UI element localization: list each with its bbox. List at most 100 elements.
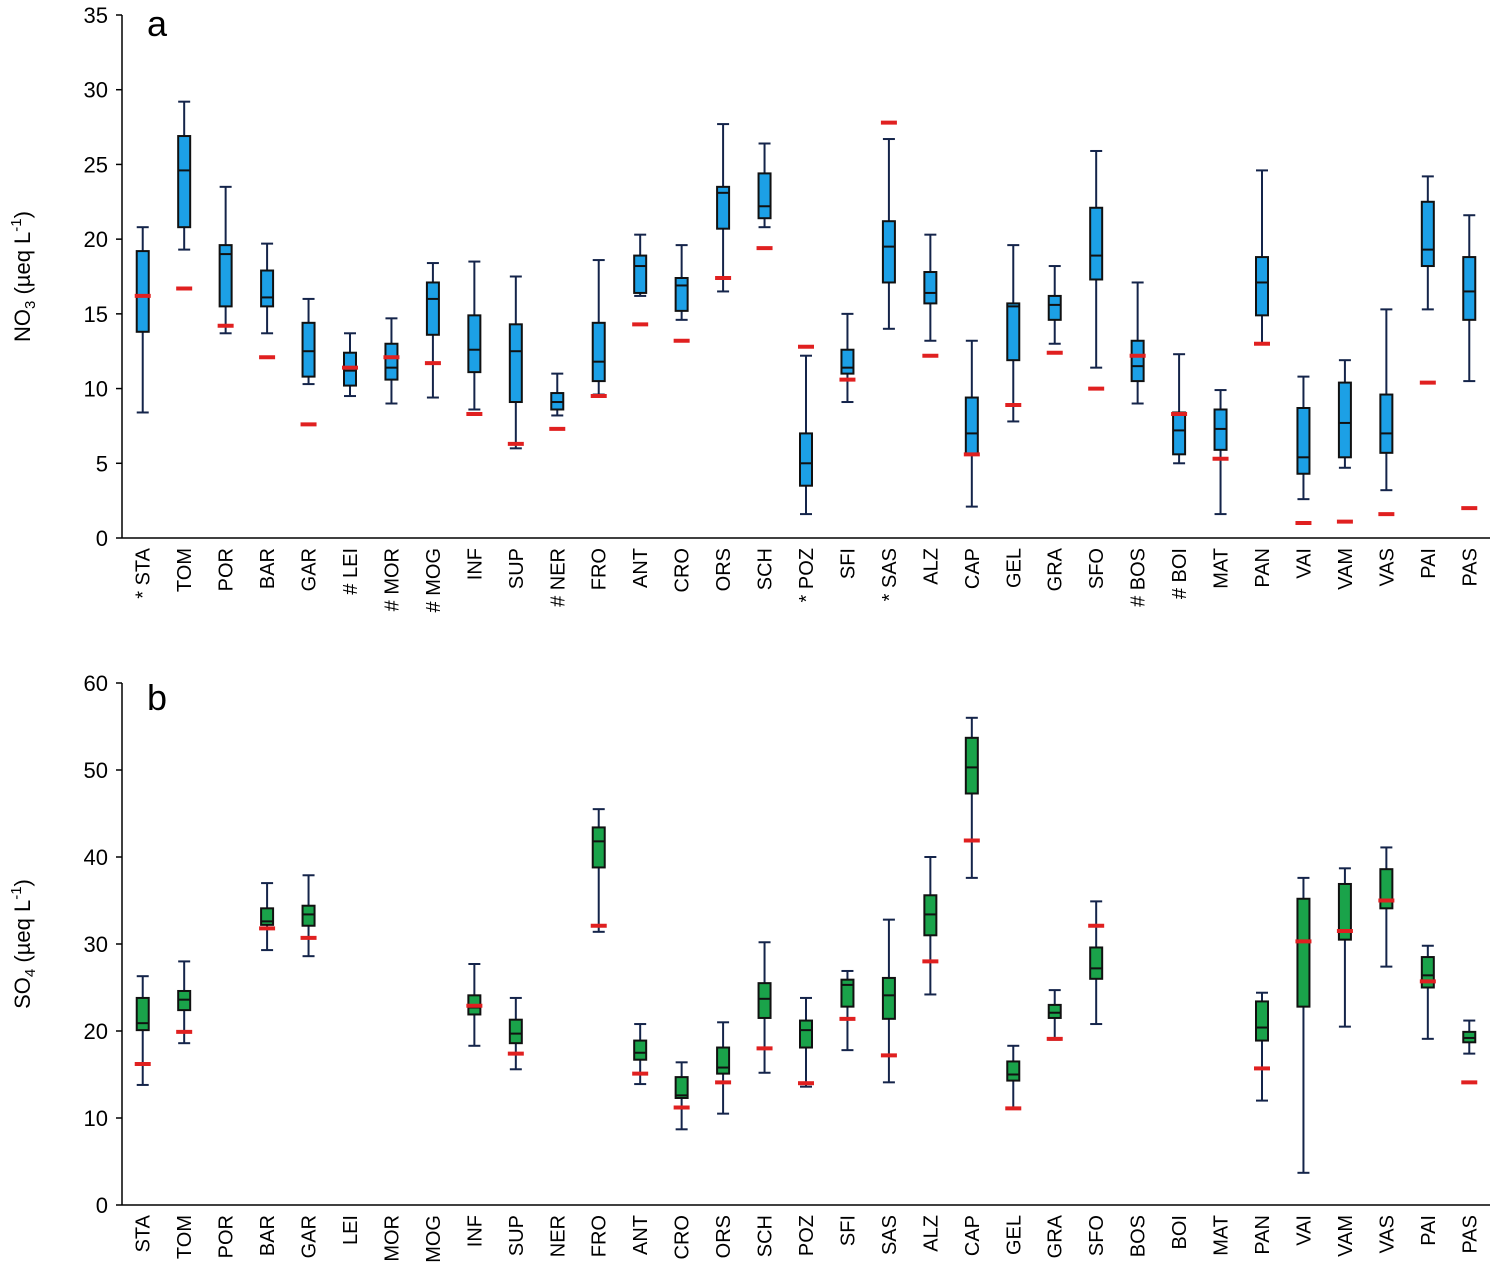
category-label: PAS: [1459, 548, 1481, 587]
box-INF: [466, 963, 483, 1047]
iqr-box: [840, 348, 855, 375]
box-SUP: [507, 996, 524, 1071]
category-label: PAI: [1418, 548, 1440, 579]
iqr-box: [1462, 256, 1477, 321]
category-label: SFO: [1086, 548, 1108, 589]
box-CAP: [963, 339, 980, 508]
box-GAR: [300, 874, 317, 958]
box-SFI: [839, 969, 856, 1052]
box-SAS: [880, 918, 897, 1084]
category-label: CAP: [962, 548, 984, 589]
iqr-box: [1006, 1060, 1021, 1082]
panel-b-so4-chart: 0 10 20 30 40 50 60 b SO4 (µeq L-1) STA TOM POR BAR G…: [8, 671, 1490, 1263]
box-STA: [134, 226, 151, 414]
category-label: SFO: [1086, 1215, 1108, 1256]
iqr-box: [1255, 1000, 1269, 1042]
iqr-box: [1089, 946, 1104, 980]
iqr-box: [633, 1039, 648, 1061]
iqr-box: [799, 1019, 813, 1049]
category-label: MAT: [1211, 548, 1233, 589]
box-MOG: [424, 262, 441, 399]
box-INF: [466, 260, 483, 416]
box-SUP: [507, 275, 524, 450]
category-label: GRA: [1045, 1214, 1067, 1258]
y-tick-label: 50: [84, 758, 108, 783]
category-label: ORS: [713, 548, 735, 591]
iqr-box: [425, 281, 440, 336]
iqr-box: [716, 185, 731, 230]
category-label: PAN: [1252, 548, 1274, 588]
category-label: CRO: [672, 548, 694, 592]
box-NER: [549, 372, 566, 431]
category-label: VAI: [1293, 548, 1315, 579]
box-BAR: [259, 882, 276, 952]
category-label: SFI: [837, 548, 859, 579]
panel-letter: a: [147, 3, 168, 44]
iqr-box: [1255, 256, 1269, 317]
category-label: POR: [216, 1215, 238, 1258]
box-TOM: [176, 960, 193, 1045]
iqr-box: [633, 254, 648, 294]
iqr-box: [757, 982, 772, 1019]
y-tick-label: 20: [84, 227, 108, 252]
iqr-box: [1089, 206, 1104, 281]
box-BOI: [1171, 353, 1188, 465]
category-label: TOM: [174, 548, 196, 592]
iqr-box: [964, 396, 979, 456]
iqr-box: [840, 978, 855, 1008]
box-PAN: [1254, 991, 1270, 1102]
iqr-box: [508, 323, 523, 404]
box-ALZ: [922, 233, 939, 358]
box-ORS: [715, 1021, 732, 1115]
iqr-box: [301, 321, 316, 378]
y-tick-label: 35: [84, 3, 108, 28]
category-label: # NER: [547, 548, 569, 607]
y-axis-title-part: NO: [10, 309, 35, 342]
y-axis-title-part: 3: [22, 301, 39, 309]
y-tick-label: 15: [84, 302, 108, 327]
category-label: MAT: [1211, 1215, 1233, 1256]
box-GEL: [1005, 244, 1022, 423]
category-label: # MOR: [381, 548, 403, 611]
panel-letter: b: [147, 677, 167, 718]
iqr-box: [964, 736, 979, 795]
iqr-box: [1337, 381, 1352, 459]
iqr-box: [1337, 882, 1352, 941]
y-tick-label: 40: [84, 845, 108, 870]
category-label: FRO: [589, 1215, 611, 1257]
iqr-box: [1006, 302, 1021, 362]
category-label: VAM: [1335, 1215, 1357, 1257]
box-VAM: [1336, 359, 1353, 524]
iqr-box: [1379, 393, 1394, 454]
category-label: # BOS: [1128, 548, 1150, 607]
box-SCH: [756, 142, 773, 251]
box-PAS: [1461, 214, 1478, 511]
box-LEI: [342, 332, 358, 398]
box-VAI: [1295, 876, 1312, 1174]
category-label: CAP: [962, 1215, 984, 1256]
category-label: CRO: [672, 1215, 694, 1259]
box-TOM: [176, 100, 193, 291]
category-label: SUP: [506, 1215, 528, 1256]
category-label: # BOI: [1169, 548, 1191, 599]
y-axis-title-part: ): [10, 879, 35, 886]
category-label: INF: [464, 548, 486, 580]
box-MAT: [1212, 389, 1229, 516]
category-label: ALZ: [920, 548, 942, 585]
category-label: # LEI: [340, 548, 362, 595]
category-label: * POZ: [796, 548, 818, 602]
box-SFO: [1088, 900, 1105, 1026]
category-label: VAS: [1376, 548, 1398, 587]
box-VAI: [1295, 375, 1312, 526]
box-GAR: [300, 297, 317, 427]
box-VAS: [1378, 846, 1395, 968]
category-label: STA: [133, 1214, 155, 1252]
box-GEL: [1005, 1044, 1022, 1111]
y-tick-label: 25: [84, 152, 108, 177]
category-label: MOG: [423, 1215, 445, 1263]
category-label: VAM: [1335, 548, 1357, 590]
category-label: BAR: [257, 1215, 279, 1256]
y-axis-title-part: SO: [10, 977, 35, 1009]
category-label: GRA: [1045, 547, 1067, 591]
y-tick-label: 0: [96, 1193, 108, 1218]
